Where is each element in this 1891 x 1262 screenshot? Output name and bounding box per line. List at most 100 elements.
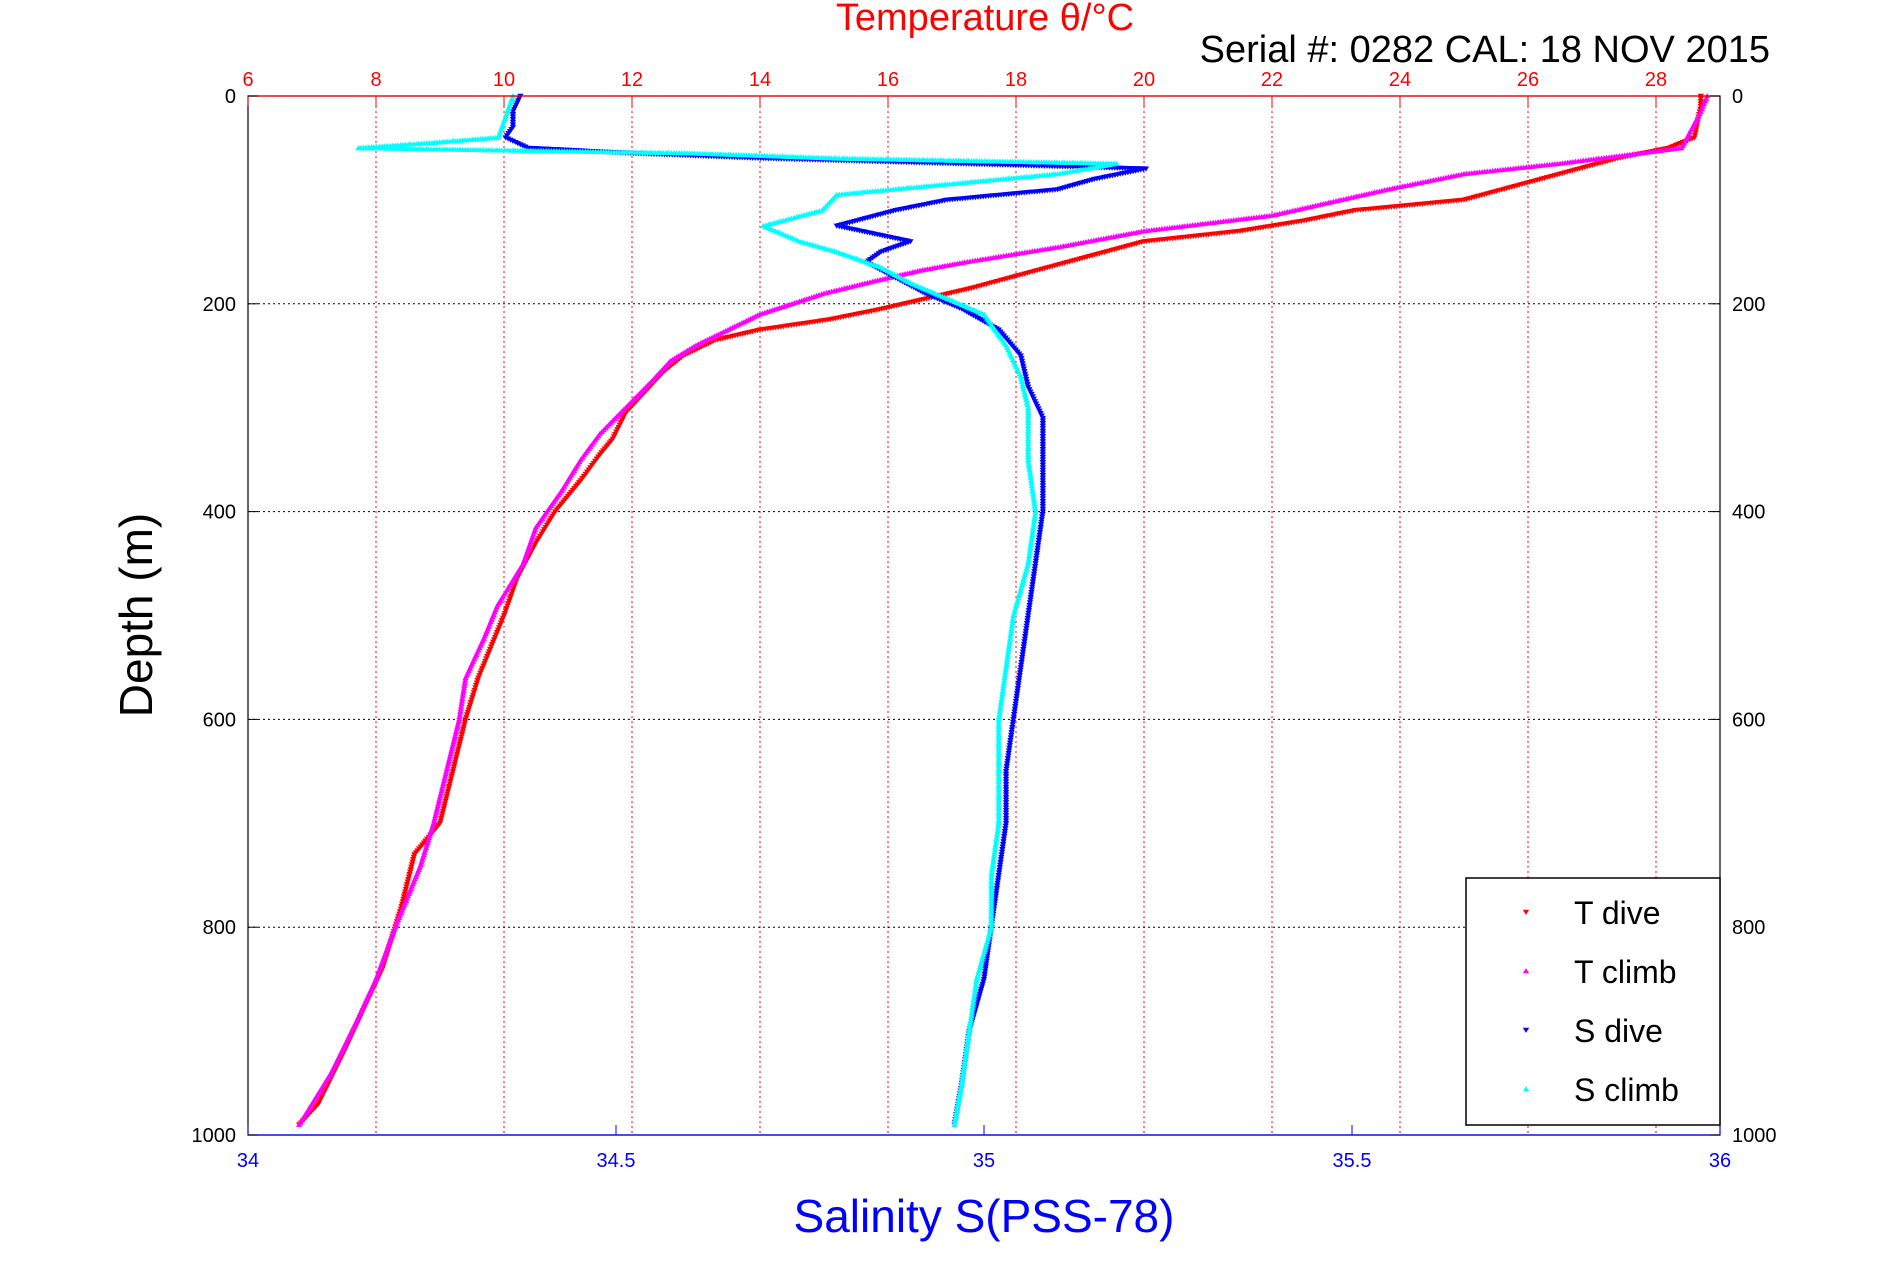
data-point xyxy=(1027,595,1034,601)
data-point xyxy=(988,898,995,904)
data-point xyxy=(953,1111,960,1117)
data-point xyxy=(1039,457,1047,463)
data-point xyxy=(1039,444,1047,450)
data-point xyxy=(994,880,1001,886)
data-point xyxy=(991,848,998,855)
data-point xyxy=(1002,782,1010,788)
data-point xyxy=(993,888,1000,894)
data-point xyxy=(995,752,1002,759)
data-point xyxy=(1029,584,1036,590)
top-tick-label: 28 xyxy=(1645,69,1667,91)
data-point xyxy=(461,680,468,686)
data-point xyxy=(1004,758,1011,764)
data-point xyxy=(995,758,1002,764)
data-point xyxy=(1022,628,1030,634)
legend-item: T dive xyxy=(1522,895,1661,931)
data-point xyxy=(952,1113,960,1120)
data-point xyxy=(995,713,1003,720)
data-point xyxy=(981,969,989,975)
data-point xyxy=(1033,550,1041,557)
data-point xyxy=(995,765,1002,771)
series-s-climb xyxy=(355,93,1120,1127)
data-point xyxy=(509,117,517,123)
data-point xyxy=(965,1030,973,1036)
data-point xyxy=(983,961,990,967)
data-point xyxy=(443,765,451,772)
data-point xyxy=(437,790,445,796)
data-point xyxy=(983,941,990,947)
data-point xyxy=(995,745,1002,751)
data-point xyxy=(982,944,989,950)
data-point xyxy=(1002,776,1010,783)
data-point xyxy=(995,794,1002,800)
data-point xyxy=(967,1020,974,1026)
data-point xyxy=(1039,441,1047,447)
data-point xyxy=(1031,503,1038,509)
data-point xyxy=(1039,509,1047,515)
data-point xyxy=(1037,527,1044,533)
data-point xyxy=(996,711,1003,717)
data-point xyxy=(960,1067,967,1073)
data-point xyxy=(1039,465,1047,471)
data-point xyxy=(995,797,1002,803)
data-point xyxy=(453,726,460,732)
data-point xyxy=(988,872,995,878)
data-point xyxy=(964,1038,972,1044)
data-point xyxy=(995,789,1002,795)
data-series xyxy=(296,93,1711,1128)
data-point xyxy=(979,956,986,962)
data-point xyxy=(431,817,438,824)
data-point xyxy=(1024,443,1032,449)
legend-item: S dive xyxy=(1522,1013,1663,1049)
data-point xyxy=(970,999,977,1005)
data-point xyxy=(1024,407,1032,413)
data-point xyxy=(981,974,988,980)
legend-marker xyxy=(1522,1027,1530,1033)
data-point xyxy=(1009,620,1016,626)
data-point xyxy=(1030,521,1037,527)
data-point xyxy=(1027,545,1034,551)
data-point xyxy=(1031,513,1038,520)
data-point xyxy=(995,729,1002,735)
legend-box xyxy=(1465,877,1721,1126)
data-point xyxy=(1025,555,1033,561)
data-point xyxy=(988,911,995,917)
data-point xyxy=(1020,575,1028,581)
data-point xyxy=(987,926,994,932)
data-point xyxy=(988,913,995,920)
data-point xyxy=(995,802,1002,808)
data-point xyxy=(1024,423,1032,429)
data-point xyxy=(1015,592,1023,598)
top-tick-label: 18 xyxy=(1005,69,1027,91)
x-axis-label: Salinity S(PSS-78) xyxy=(794,1190,1175,1242)
data-point xyxy=(1039,436,1047,442)
data-point xyxy=(1002,795,1010,801)
data-point xyxy=(995,778,1002,784)
series-t-climb xyxy=(296,93,1711,1127)
data-point xyxy=(436,795,443,801)
data-point xyxy=(992,841,999,847)
data-point xyxy=(456,713,463,720)
data-point xyxy=(1005,643,1013,649)
data-point xyxy=(968,1010,976,1016)
data-point xyxy=(992,838,1000,844)
data-point xyxy=(1009,722,1016,728)
data-point xyxy=(1039,449,1047,455)
data-point xyxy=(1035,537,1043,544)
data-point xyxy=(1025,608,1033,614)
data-point xyxy=(964,1036,972,1042)
data-point xyxy=(957,1087,964,1094)
legend: T dive T climb S dive S climb xyxy=(1465,877,1721,1126)
data-point xyxy=(443,768,450,774)
data-point xyxy=(1010,714,1018,720)
data-point xyxy=(995,724,1002,730)
data-point xyxy=(963,1049,970,1055)
data-point xyxy=(1018,378,1026,384)
data-point xyxy=(447,751,454,757)
data-point xyxy=(439,783,446,789)
data-point xyxy=(1024,438,1032,444)
data-point xyxy=(995,734,1002,740)
data-point xyxy=(1029,532,1036,538)
data-point xyxy=(1006,740,1014,746)
data-point xyxy=(1015,680,1022,686)
